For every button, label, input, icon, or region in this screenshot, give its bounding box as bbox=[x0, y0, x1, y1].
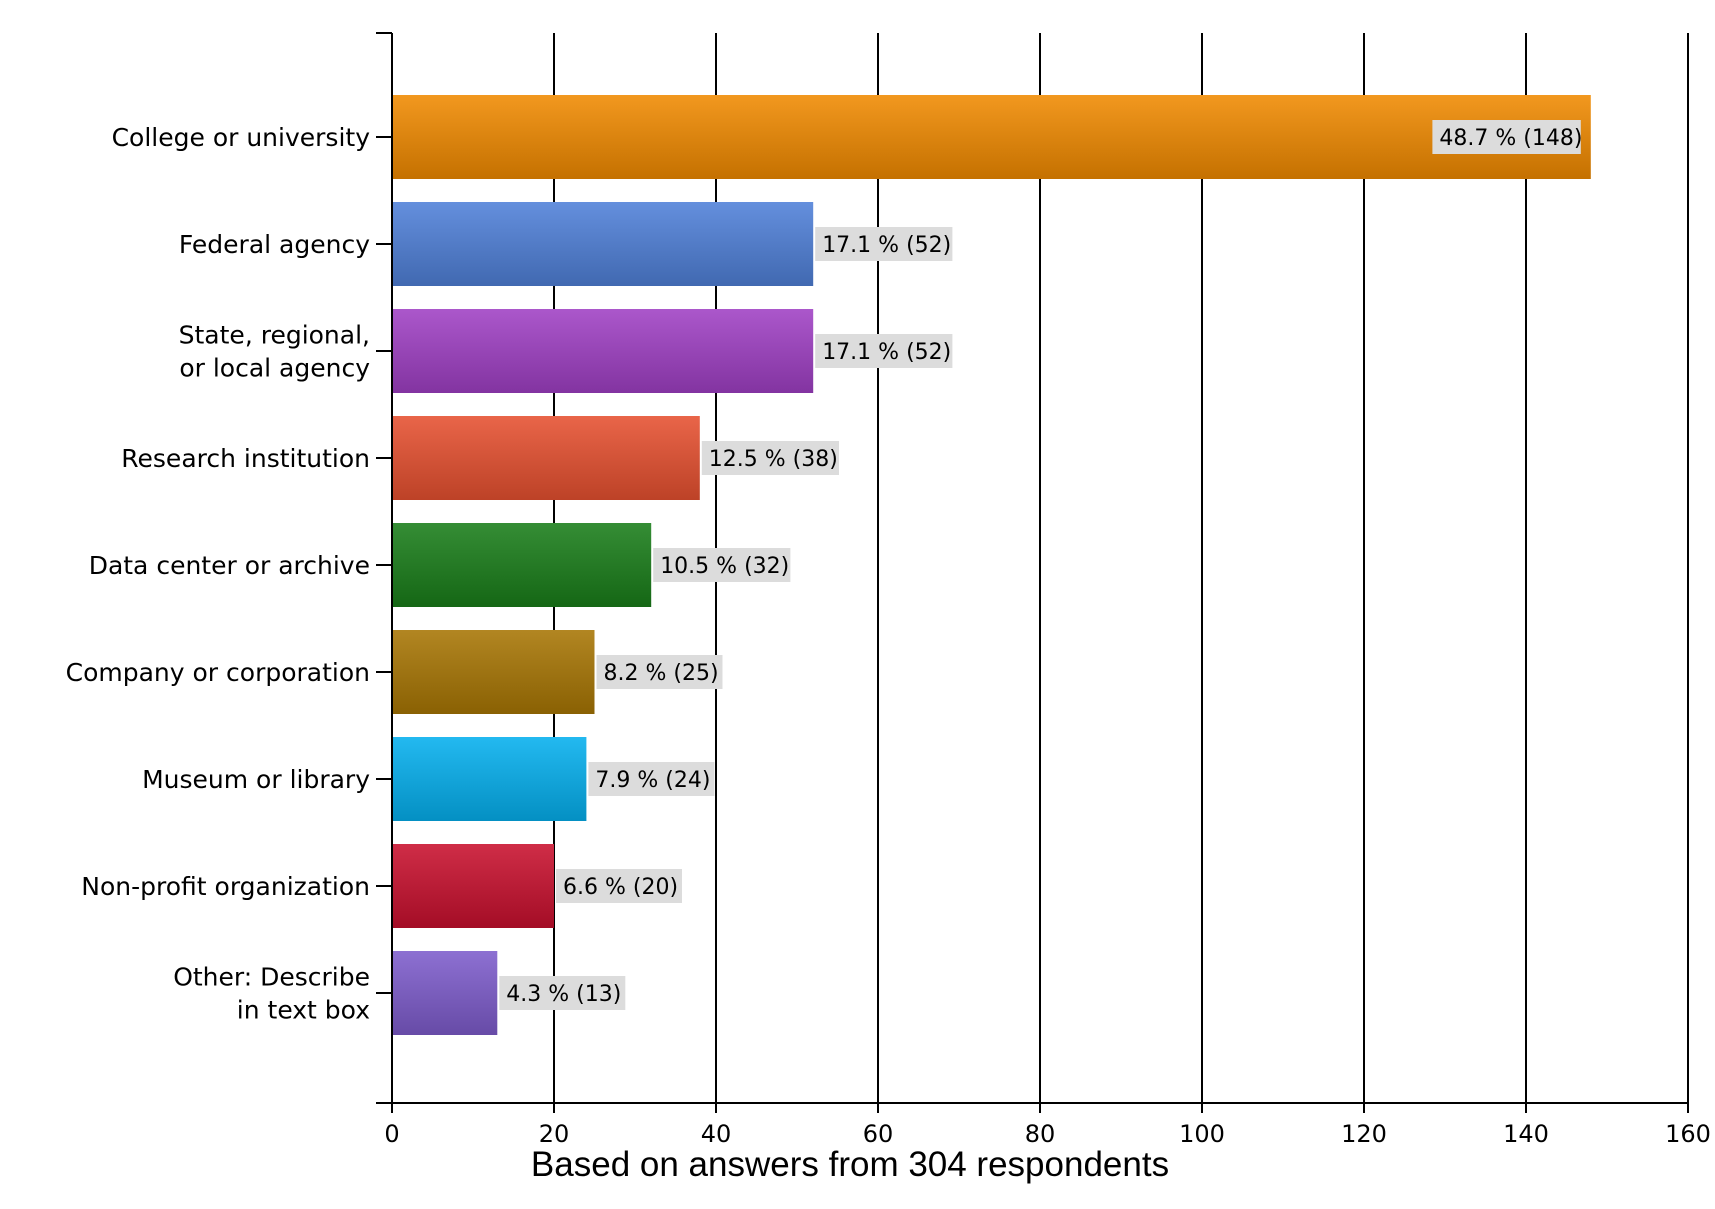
bar-3 bbox=[392, 416, 700, 500]
bar-7 bbox=[392, 844, 554, 928]
value-label-3: 12.5 % (38) bbox=[709, 447, 838, 472]
category-label-8: Other: Describe in text box bbox=[173, 963, 370, 1025]
bar-6 bbox=[392, 737, 587, 821]
bar-2 bbox=[392, 309, 814, 393]
category-label-1: Federal agency bbox=[179, 230, 370, 259]
value-label-6: 7.9 % (24) bbox=[595, 768, 710, 793]
labels: 0 20 40 60 80 100 120 140 160 48.7 % (148) College… bbox=[66, 120, 1711, 1148]
category-label-0: College or university bbox=[112, 123, 371, 152]
value-label-bg-0 bbox=[1432, 120, 1581, 154]
x-tick-label-80: 80 bbox=[1025, 1120, 1056, 1148]
bar-8 bbox=[392, 951, 498, 1035]
bars bbox=[392, 95, 1591, 1035]
value-label-bg-7 bbox=[556, 869, 682, 903]
value-label-bg-5 bbox=[596, 655, 723, 689]
category-label-3: Research institution bbox=[121, 444, 370, 473]
value-label-2: 17.1 % (52) bbox=[822, 340, 951, 365]
category-label-5: Company or corporation bbox=[66, 658, 370, 687]
x-tick-label-60: 60 bbox=[863, 1120, 894, 1148]
value-label-bg-4 bbox=[653, 548, 791, 582]
bar-4 bbox=[392, 523, 652, 607]
value-label-bg-3 bbox=[701, 441, 839, 475]
x-tick-label-160: 160 bbox=[1665, 1120, 1711, 1148]
category-label-7: Non-profit organization bbox=[81, 872, 370, 901]
value-label-bg-8 bbox=[499, 976, 626, 1010]
value-label-bg-1 bbox=[815, 227, 953, 261]
category-label-2: State, regional, or local agency bbox=[179, 321, 371, 383]
respondents-footnote: Based on answers from 304 respondents bbox=[531, 1145, 1169, 1184]
x-tick-label-20: 20 bbox=[539, 1120, 570, 1148]
value-label-7: 6.6 % (20) bbox=[563, 875, 678, 900]
bar-5 bbox=[392, 630, 595, 714]
x-tick-label-0: 0 bbox=[384, 1120, 399, 1148]
bar-0 bbox=[392, 95, 1591, 179]
value-label-4: 10.5 % (32) bbox=[660, 554, 789, 579]
x-tick-label-40: 40 bbox=[701, 1120, 732, 1148]
value-label-5: 8.2 % (25) bbox=[604, 661, 719, 686]
value-label-bg-6 bbox=[588, 762, 715, 796]
value-label-1: 17.1 % (52) bbox=[822, 233, 951, 258]
bar-1 bbox=[392, 202, 814, 286]
category-label-6: Museum or library bbox=[142, 765, 370, 794]
category-label-4: Data center or archive bbox=[89, 551, 370, 580]
x-tick-label-140: 140 bbox=[1503, 1120, 1549, 1148]
value-label-bg-2 bbox=[815, 334, 953, 368]
x-tick-label-120: 120 bbox=[1341, 1120, 1387, 1148]
x-tick-label-100: 100 bbox=[1179, 1120, 1225, 1148]
value-label-8: 4.3 % (13) bbox=[506, 982, 621, 1007]
value-label-0: 48.7 % (148) bbox=[1439, 126, 1582, 151]
axes bbox=[376, 32, 1689, 1113]
